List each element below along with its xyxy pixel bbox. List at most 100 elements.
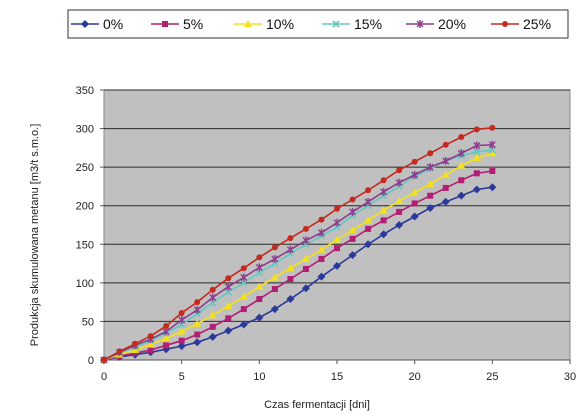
data-point [472, 185, 481, 194]
data-point [101, 357, 107, 363]
data-point [255, 282, 264, 290]
y-tick-label: 350 [76, 85, 94, 97]
data-point [209, 293, 217, 302]
data-point [132, 340, 139, 347]
data-point [240, 306, 247, 313]
legend-swatch-marker [81, 20, 89, 28]
x-axis-label: Czas fermentacji [dni] [264, 399, 370, 411]
data-point [270, 305, 279, 314]
data-point [271, 254, 279, 263]
data-point [224, 326, 233, 335]
legend-swatch-marker [502, 21, 508, 27]
data-point [488, 183, 497, 192]
data-point [489, 124, 496, 131]
y-tick-label: 250 [76, 162, 94, 174]
data-point [147, 333, 154, 340]
data-point [396, 167, 403, 174]
data-point [457, 191, 466, 200]
data-point [256, 296, 263, 303]
legend-label: 0% [103, 16, 123, 32]
data-point [411, 158, 418, 165]
y-tick-label: 0 [88, 355, 94, 367]
data-point [364, 216, 373, 224]
legend-item: 25% [491, 16, 551, 32]
data-point [473, 148, 481, 156]
data-point [473, 141, 481, 150]
data-point [349, 207, 357, 216]
x-tick-label: 30 [564, 371, 576, 383]
data-point [427, 150, 434, 157]
legend-item: 15% [322, 16, 382, 32]
legend-item: 5% [151, 16, 203, 32]
legend-label: 20% [438, 16, 466, 32]
legend-swatch-marker [162, 21, 168, 27]
data-point [442, 141, 449, 148]
data-point [208, 332, 217, 341]
data-point [410, 188, 419, 196]
data-point [457, 149, 465, 158]
data-point [194, 299, 201, 306]
data-point [334, 205, 340, 212]
data-point [473, 126, 480, 133]
data-point [380, 177, 387, 184]
data-point [365, 187, 372, 194]
y-tick-label: 300 [76, 124, 94, 136]
data-point [208, 311, 217, 319]
data-point [379, 206, 388, 214]
series-1 [101, 168, 496, 363]
data-point [488, 146, 496, 154]
data-point [317, 245, 326, 253]
legend-item: 10% [234, 16, 294, 32]
data-point [334, 245, 340, 252]
data-point [193, 338, 202, 347]
x-tick-label: 5 [179, 371, 185, 383]
y-tick-label: 100 [76, 278, 94, 290]
data-point [287, 235, 294, 242]
data-point [163, 342, 170, 349]
data-point [193, 319, 202, 327]
data-point [286, 245, 294, 254]
data-point [488, 140, 496, 149]
legend-label: 5% [183, 16, 203, 32]
data-point [472, 153, 481, 161]
data-point [318, 255, 325, 262]
x-tick-label: 25 [486, 371, 498, 383]
data-point [240, 279, 248, 287]
legend-item: 0% [71, 16, 123, 32]
data-point [380, 187, 388, 196]
data-point [317, 272, 326, 281]
data-point [286, 295, 295, 304]
data-point [209, 323, 216, 330]
legend-swatch-marker [332, 20, 340, 28]
x-tick-label: 20 [409, 371, 421, 383]
data-point [395, 221, 404, 229]
data-point [224, 288, 232, 296]
data-point [333, 261, 341, 270]
data-point [178, 309, 185, 316]
data-point [116, 348, 123, 355]
data-point [240, 265, 247, 272]
data-point [194, 331, 201, 338]
legend-label: 25% [523, 16, 551, 32]
data-point [163, 323, 170, 330]
data-point [427, 192, 434, 199]
data-point [380, 217, 387, 224]
data-point [488, 149, 497, 157]
data-point [224, 282, 232, 291]
data-point [473, 170, 480, 177]
legend-label: 10% [266, 16, 294, 32]
data-point [302, 236, 310, 245]
data-point [193, 305, 201, 314]
data-point [348, 226, 357, 234]
data-point [286, 264, 295, 272]
data-point [301, 284, 310, 293]
series-group [100, 124, 497, 364]
data-point [209, 299, 217, 307]
data-point [271, 244, 278, 251]
data-point [426, 204, 435, 213]
x-tick-label: 10 [253, 371, 265, 383]
data-point [132, 350, 139, 357]
data-point [318, 216, 325, 223]
y-axis-label: Produkcja skumulowana metanu [m3/t s.m.o… [29, 124, 41, 347]
data-point [178, 315, 186, 324]
